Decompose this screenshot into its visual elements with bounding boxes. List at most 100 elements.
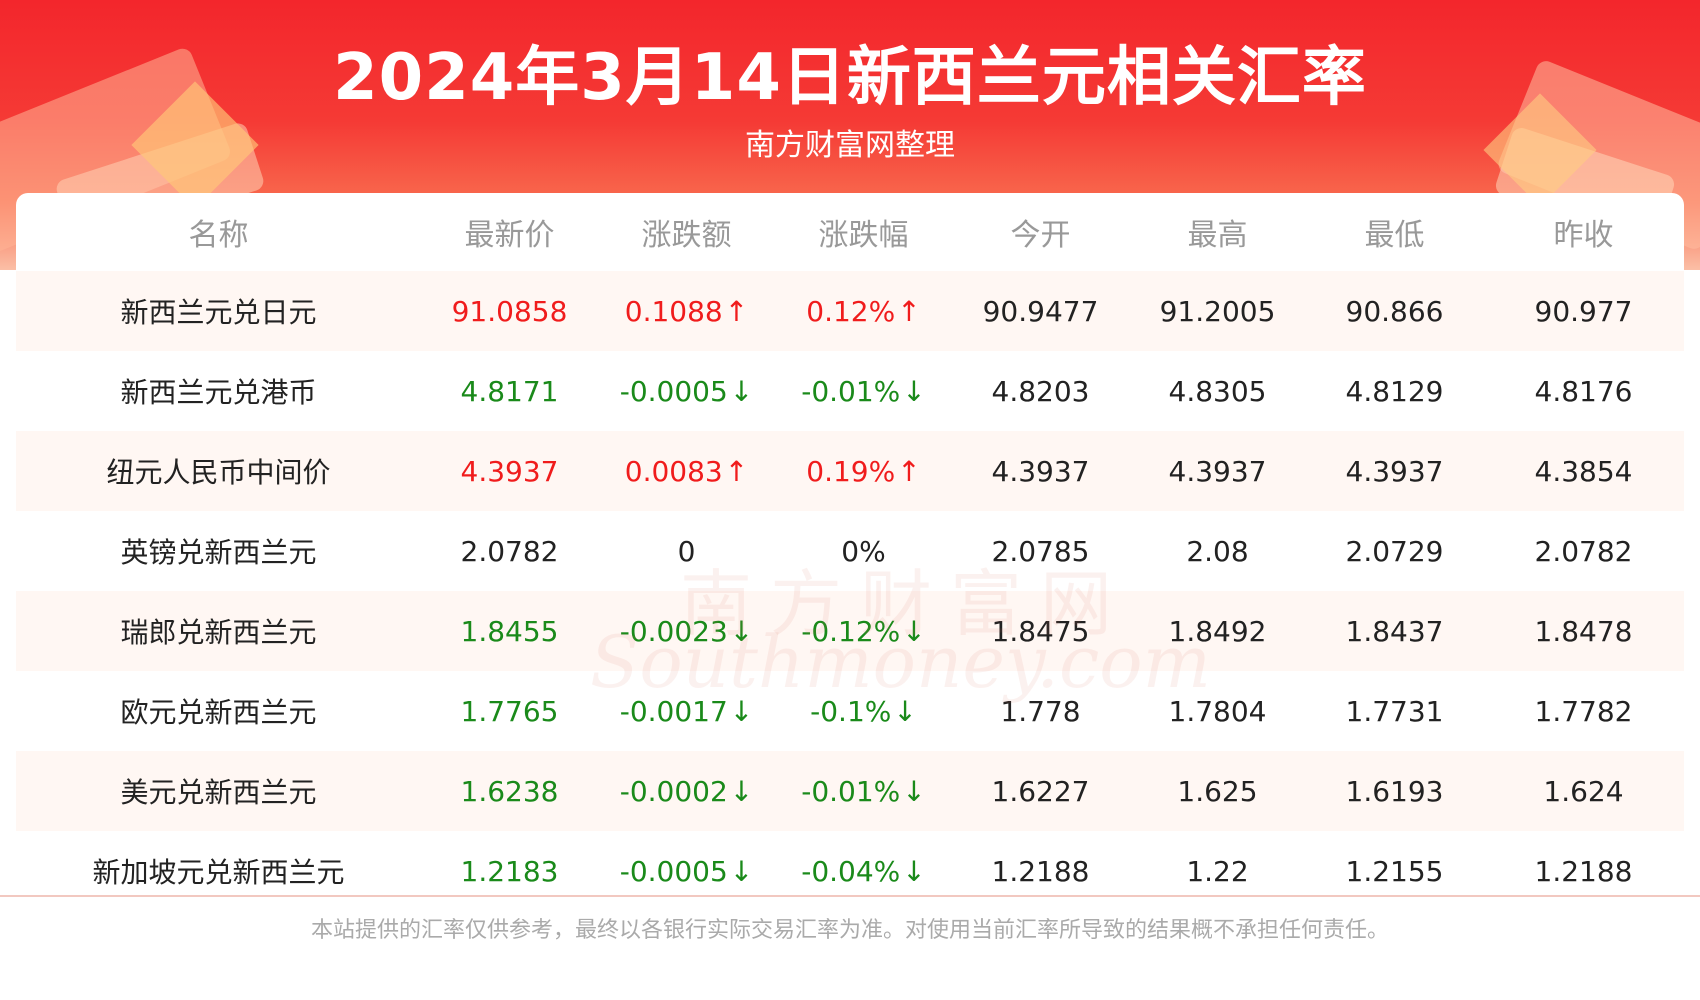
arrow-down-icon: ↓ <box>902 774 926 808</box>
arrow-down-icon: ↓ <box>902 614 926 648</box>
cell-prev: 4.8176 <box>1483 351 1684 431</box>
cell-pct: -0.12%↓ <box>775 591 952 671</box>
column-header-low: 最低 <box>1364 218 1425 253</box>
cell-pct: 0.19%↑ <box>775 431 952 511</box>
footer-divider <box>0 895 1700 897</box>
arrow-down-icon: ↓ <box>729 774 754 808</box>
cell-open: 90.9477 <box>952 271 1129 351</box>
cell-latest: 91.0858 <box>421 271 598 351</box>
cell-change: 0 <box>598 511 775 591</box>
arrow-up-icon: ↑ <box>897 294 921 328</box>
cell-open: 1.2188 <box>952 831 1129 911</box>
watermark-logo-en: Southmoney.com <box>590 620 1211 704</box>
table-row: 欧元兑新西兰元 1.7765 -0.0017↓ -0.1%↓ 1.778 1.7804 1.… <box>16 671 1684 751</box>
cell-open: 1.778 <box>952 671 1129 751</box>
cell-pct: -0.1%↓ <box>775 671 952 751</box>
page-title: 2024年3月14日新西兰元相关汇率 <box>333 41 1367 115</box>
cell-change: -0.0005↓ <box>598 351 775 431</box>
cell-latest: 4.8171 <box>421 351 598 431</box>
arrow-down-icon: ↓ <box>729 374 754 408</box>
cell-high: 1.7804 <box>1129 671 1306 751</box>
cell-prev: 1.8478 <box>1483 591 1684 671</box>
arrow-up-icon: ↑ <box>897 454 921 488</box>
cell-change: 0.1088↑ <box>598 271 775 351</box>
cell-pct: 0% <box>775 511 952 591</box>
column-header-name: 名称 <box>188 218 249 253</box>
watermark-logo-cn: 南方财富网 <box>680 562 1131 646</box>
table-row: 瑞郎兑新西兰元 1.8455 -0.0023↓ -0.12%↓ 1.8475 1.8492… <box>16 591 1684 671</box>
arrow-down-icon: ↓ <box>729 854 754 888</box>
cell-name: 新西兰元兑日元 <box>16 271 421 351</box>
arrow-down-icon: ↓ <box>893 694 917 728</box>
cell-low: 90.866 <box>1306 271 1483 351</box>
cell-prev: 2.0782 <box>1483 511 1684 591</box>
column-header-high: 最高 <box>1187 218 1248 253</box>
arrow-down-icon: ↓ <box>902 374 926 408</box>
cell-change: -0.0005↓ <box>598 831 775 911</box>
cell-name: 新加坡元兑新西兰元 <box>16 831 421 911</box>
cell-latest: 1.6238 <box>421 751 598 831</box>
cell-open: 4.3937 <box>952 431 1129 511</box>
page-subtitle: 南方财富网整理 <box>745 128 955 163</box>
cell-prev: 1.2188 <box>1483 831 1684 911</box>
cell-high: 2.08 <box>1129 511 1306 591</box>
rate-card: 名称 最新价 涨跌额 涨跌幅 今开 最高 最低 昨收 新西兰元兑日元 91.085… <box>16 193 1684 911</box>
cell-low: 1.7731 <box>1306 671 1483 751</box>
rate-table: 名称 最新价 涨跌额 涨跌幅 今开 最高 最低 昨收 新西兰元兑日元 91.085… <box>16 193 1684 911</box>
footer-disclaimer: 本站提供的汇率仅供参考，最终以各银行实际交易汇率为准。对使用当前汇率所导致的结果… <box>310 918 1389 943</box>
cell-name: 瑞郎兑新西兰元 <box>16 591 421 671</box>
cell-change: -0.0023↓ <box>598 591 775 671</box>
cell-high: 1.625 <box>1129 751 1306 831</box>
cell-low: 1.2155 <box>1306 831 1483 911</box>
cell-open: 4.8203 <box>952 351 1129 431</box>
cell-latest: 4.3937 <box>421 431 598 511</box>
arrow-up-icon: ↑ <box>724 454 749 488</box>
table-row: 纽元人民币中间价 4.3937 0.0083↑ 0.19%↑ 4.3937 4.3937 4… <box>16 431 1684 511</box>
cell-change: -0.0002↓ <box>598 751 775 831</box>
cell-open: 1.8475 <box>952 591 1129 671</box>
cell-change: 0.0083↑ <box>598 431 775 511</box>
column-header-change: 涨跌额 <box>641 218 732 253</box>
table-row: 新西兰元兑港币 4.8171 -0.0005↓ -0.01%↓ 4.8203 4.8305… <box>16 351 1684 431</box>
table-row: 美元兑新西兰元 1.6238 -0.0002↓ -0.01%↓ 1.6227 1.625 1… <box>16 751 1684 831</box>
cell-pct: 0.12%↑ <box>775 271 952 351</box>
cell-prev: 1.7782 <box>1483 671 1684 751</box>
cell-low: 1.8437 <box>1306 591 1483 671</box>
cell-high: 4.3937 <box>1129 431 1306 511</box>
table-row: 新西兰元兑日元 91.0858 0.1088↑ 0.12%↑ 90.9477 91.200… <box>16 271 1684 351</box>
cell-pct: -0.04%↓ <box>775 831 952 911</box>
column-header-pct: 涨跌幅 <box>818 218 909 253</box>
table-row: 新加坡元兑新西兰元 1.2183 -0.0005↓ -0.04%↓ 1.2188 1.22… <box>16 831 1684 911</box>
cell-name: 纽元人民币中间价 <box>16 431 421 511</box>
cell-low: 2.0729 <box>1306 511 1483 591</box>
cell-latest: 1.2183 <box>421 831 598 911</box>
arrow-up-icon: ↑ <box>724 294 749 328</box>
cell-latest: 1.8455 <box>421 591 598 671</box>
column-header-prev: 昨收 <box>1553 218 1614 253</box>
cell-name: 新西兰元兑港币 <box>16 351 421 431</box>
cell-prev: 4.3854 <box>1483 431 1684 511</box>
cell-prev: 1.624 <box>1483 751 1684 831</box>
cell-high: 4.8305 <box>1129 351 1306 431</box>
cell-pct: -0.01%↓ <box>775 351 952 431</box>
arrow-down-icon: ↓ <box>729 614 754 648</box>
cell-name: 英镑兑新西兰元 <box>16 511 421 591</box>
cell-low: 4.3937 <box>1306 431 1483 511</box>
cell-high: 91.2005 <box>1129 271 1306 351</box>
table-row: 英镑兑新西兰元 2.0782 0 0% 2.0785 2.08 2.0729 2.0782 <box>16 511 1684 591</box>
cell-low: 4.8129 <box>1306 351 1483 431</box>
cell-name: 美元兑新西兰元 <box>16 751 421 831</box>
cell-name: 欧元兑新西兰元 <box>16 671 421 751</box>
column-header-latest: 最新价 <box>464 218 555 253</box>
column-header-open: 今开 <box>1010 218 1071 253</box>
arrow-down-icon: ↓ <box>729 694 754 728</box>
cell-change: -0.0017↓ <box>598 671 775 751</box>
cell-open: 1.6227 <box>952 751 1129 831</box>
cell-open: 2.0785 <box>952 511 1129 591</box>
cell-latest: 2.0782 <box>421 511 598 591</box>
cell-prev: 90.977 <box>1483 271 1684 351</box>
cell-pct: -0.01%↓ <box>775 751 952 831</box>
cell-low: 1.6193 <box>1306 751 1483 831</box>
table-header-row: 名称 最新价 涨跌额 涨跌幅 今开 最高 最低 昨收 <box>16 193 1684 271</box>
arrow-down-icon: ↓ <box>902 854 926 888</box>
